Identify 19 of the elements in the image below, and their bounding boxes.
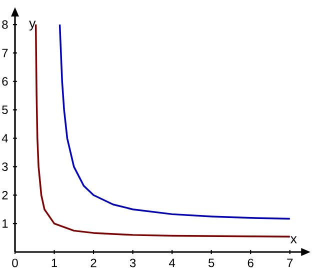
line-series — [58, 24, 291, 220]
y-tick-label: 2 — [2, 190, 8, 200]
y-tick-label: 1 — [2, 219, 8, 228]
x-axis-title: x — [290, 236, 297, 244]
y-tick-label: 8 — [2, 20, 8, 29]
x-tick-label: 4 — [169, 258, 176, 267]
x-tick-label: 6 — [248, 258, 254, 268]
x-tick-label: 3 — [130, 258, 136, 268]
y-tick-label: 7 — [2, 48, 8, 58]
x-tick-label: 0 — [12, 258, 18, 268]
y-tick-label: 5 — [2, 106, 8, 114]
x-tick-label: 1 — [52, 258, 58, 267]
y-tick-label: 3 — [2, 162, 8, 171]
y-tick-label: 6 — [2, 77, 8, 86]
x-tick-label: 5 — [208, 258, 214, 268]
y-axis-title: y — [29, 20, 36, 31]
x-tick-label: 7 — [287, 258, 293, 267]
y-tick-label: 4 — [2, 134, 8, 142]
x-tick-label: 2 — [90, 258, 96, 268]
